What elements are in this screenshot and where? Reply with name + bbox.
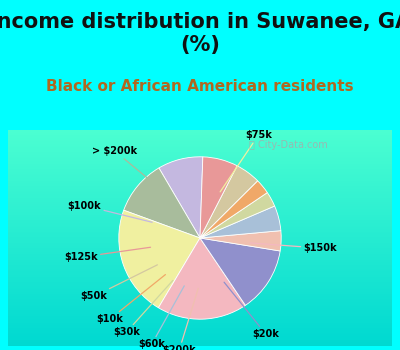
Wedge shape (124, 168, 200, 238)
Wedge shape (119, 210, 200, 308)
Text: $60k: $60k (138, 286, 184, 349)
Text: Income distribution in Suwanee, GA
(%): Income distribution in Suwanee, GA (%) (0, 12, 400, 55)
Wedge shape (200, 193, 275, 238)
Text: $10k: $10k (96, 275, 166, 324)
Wedge shape (200, 206, 281, 238)
Text: $100k: $100k (68, 201, 152, 222)
Text: $20k: $20k (224, 282, 279, 339)
Text: > $200k: > $200k (92, 146, 170, 197)
Text: $200k: $200k (162, 288, 198, 350)
Text: $75k: $75k (220, 130, 272, 192)
Text: $50k: $50k (80, 265, 157, 301)
Wedge shape (200, 238, 280, 305)
Wedge shape (200, 166, 258, 238)
Wedge shape (158, 238, 246, 319)
Wedge shape (200, 231, 281, 251)
Text: $30k: $30k (113, 280, 173, 337)
Wedge shape (200, 157, 237, 238)
Text: $150k: $150k (250, 243, 337, 253)
Wedge shape (159, 157, 203, 238)
Text: Black or African American residents: Black or African American residents (46, 79, 354, 94)
Text: $125k: $125k (64, 247, 150, 262)
Text: ⓘ City-Data.com: ⓘ City-Data.com (249, 140, 327, 150)
Wedge shape (200, 181, 267, 238)
